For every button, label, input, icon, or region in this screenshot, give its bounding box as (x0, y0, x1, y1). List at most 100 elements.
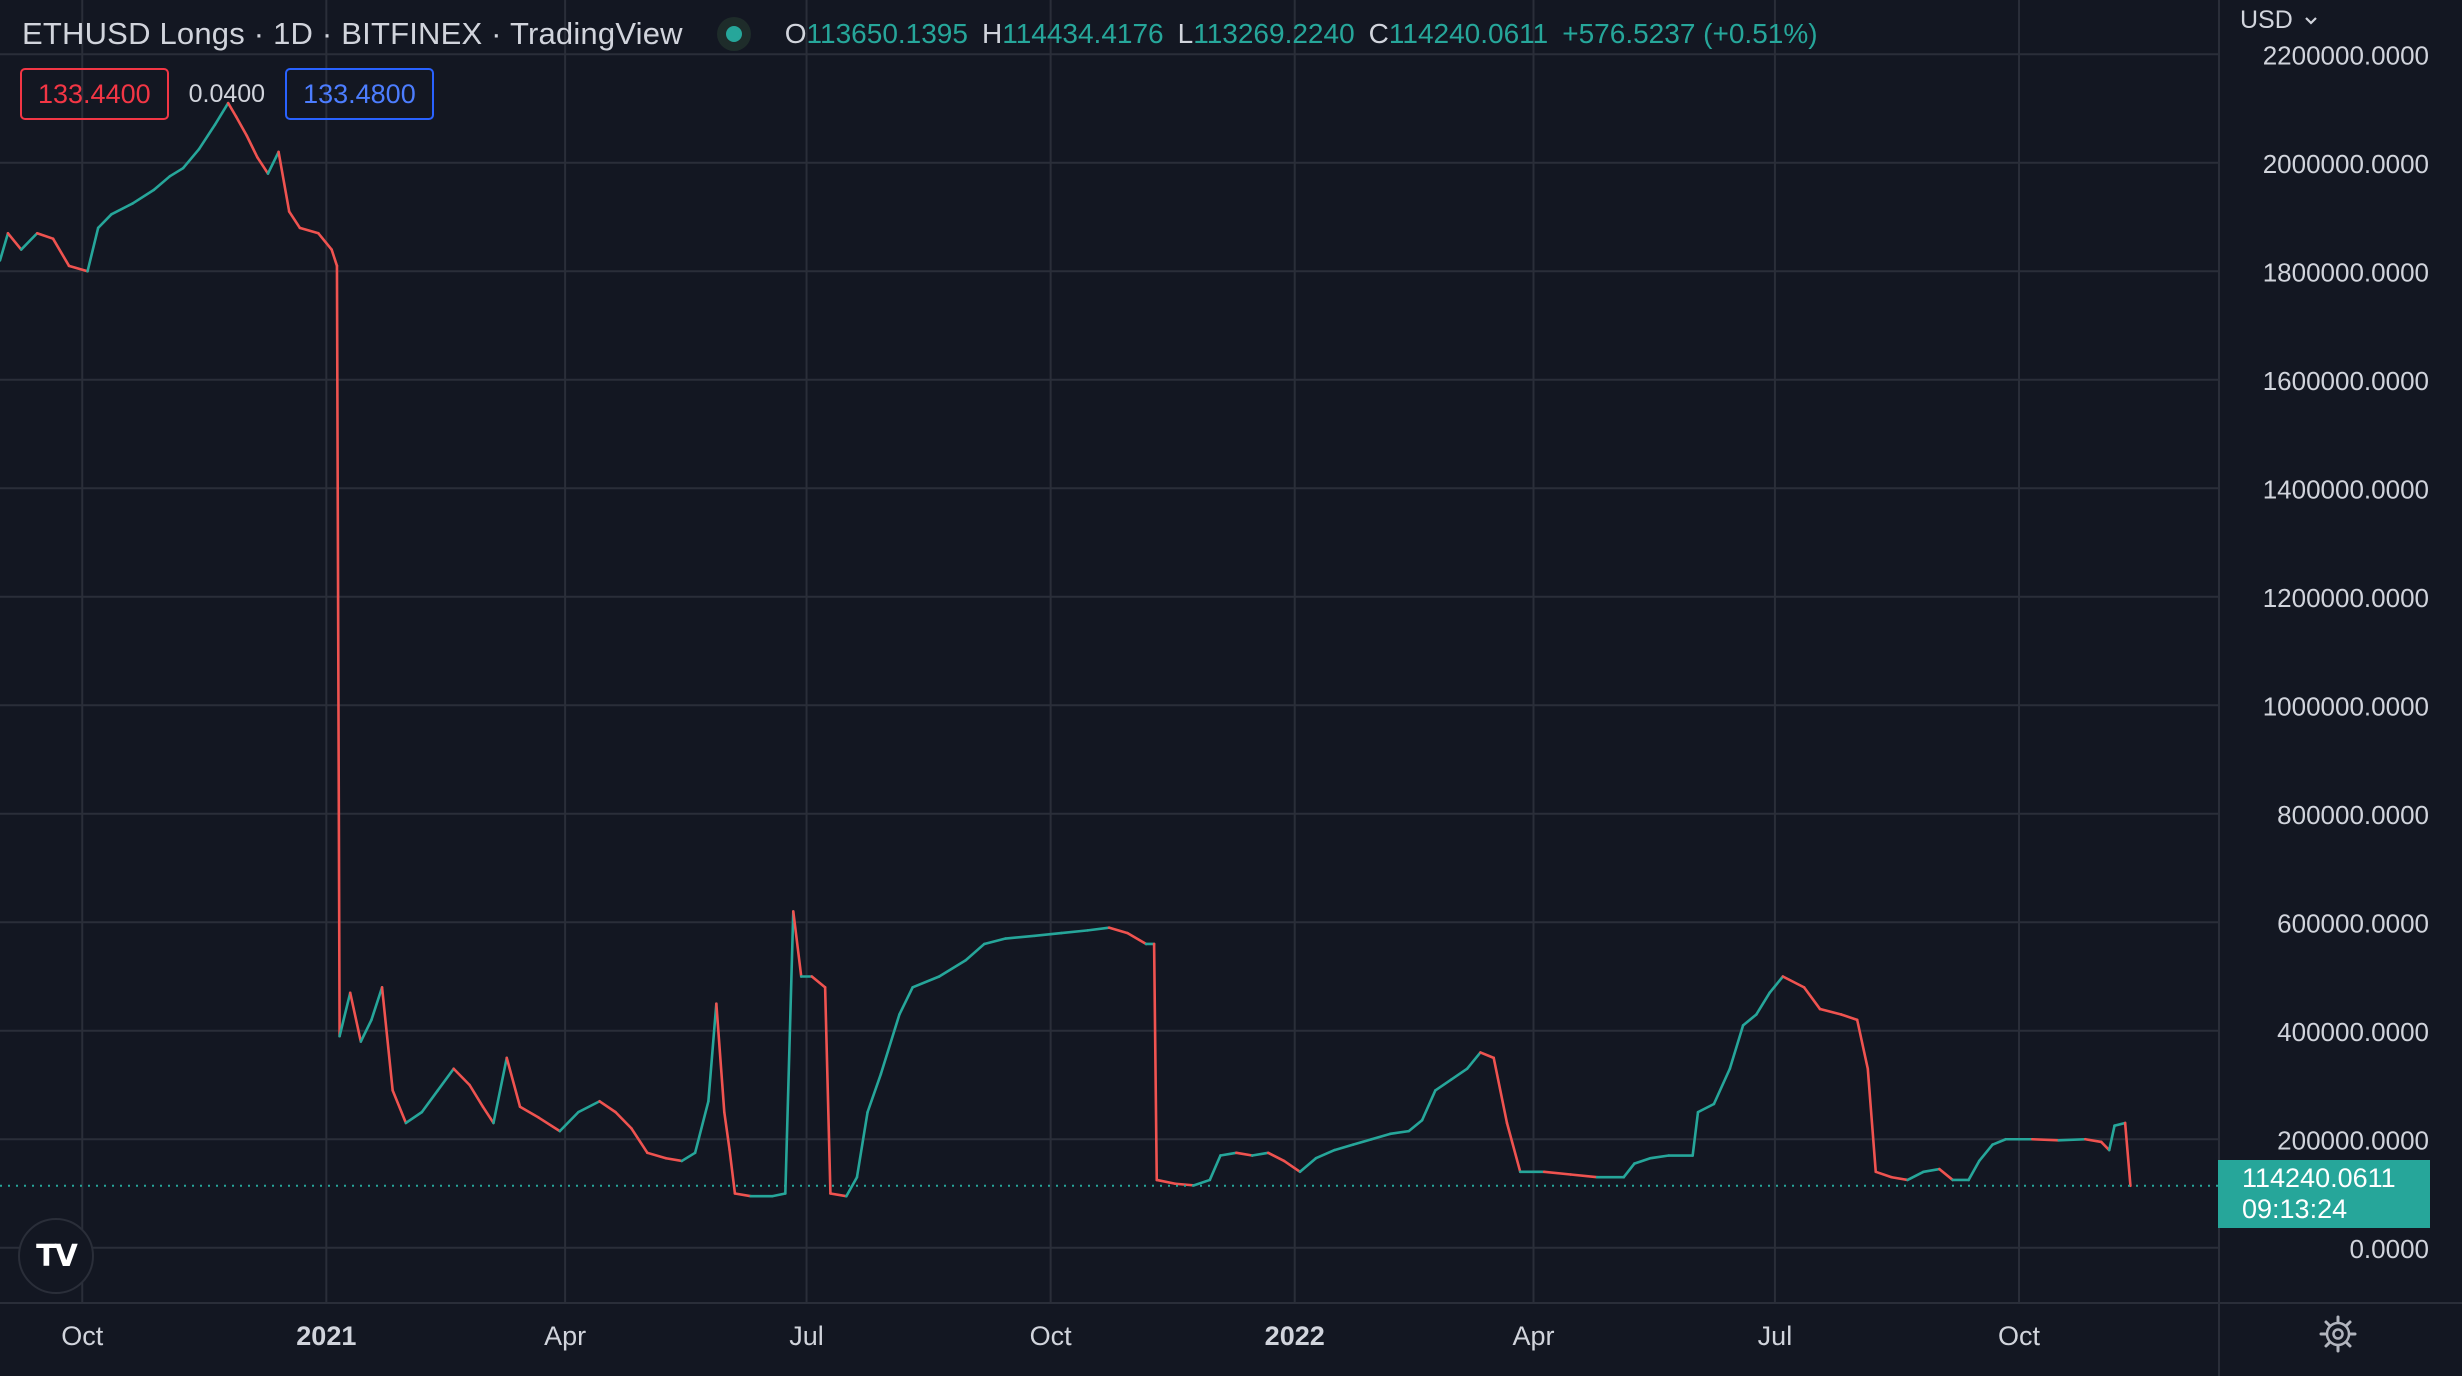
series-segment (1155, 1178, 1177, 1186)
series-segment (879, 1013, 901, 1076)
price-series (0, 101, 2132, 1198)
buy-price-button[interactable]: 133.4800 (285, 68, 434, 120)
series-segment (558, 1110, 580, 1133)
series-segment (728, 1148, 737, 1195)
y-tick-label: 1400000.0000 (2263, 474, 2429, 504)
series-segment (722, 1110, 731, 1152)
series-segment (1479, 1051, 1496, 1060)
series-segment (168, 166, 185, 178)
series-segment (1991, 1137, 2008, 1146)
low-label: L (1177, 18, 1194, 49)
series-segment (693, 1099, 710, 1155)
series-segment (1351, 1137, 1373, 1146)
last-price-label: 114240.0611 09:13:24 (2218, 1160, 2430, 1228)
series-segment (855, 1110, 869, 1179)
series-segment (1542, 1170, 1572, 1176)
currency-selector[interactable]: USD (2240, 6, 2318, 35)
series-segment (1691, 1110, 1700, 1157)
sell-price-button[interactable]: 133.4400 (20, 68, 169, 120)
last-price-value: 114240.0611 (2242, 1163, 2396, 1193)
series-segment (1802, 986, 1822, 1011)
high-value: 114434.4176 (1002, 18, 1164, 49)
series-segment (810, 975, 827, 989)
series-segment (317, 231, 333, 251)
series-segment (266, 150, 280, 175)
series-segment (256, 156, 270, 175)
series-segment (245, 134, 259, 159)
price-axis[interactable]: 0.0000 200000.0000 400000.0000 600000.0000 8… (2263, 40, 2429, 1264)
series-segment (338, 991, 352, 1038)
series-segment (898, 986, 914, 1016)
currency-label: USD (2240, 6, 2293, 34)
series-segment (518, 1105, 540, 1119)
series-segment (51, 237, 71, 268)
symbol-title[interactable]: ETHUSD Longs · 1D · BITFINEX · TradingVi… (22, 16, 683, 51)
series-segment (131, 188, 156, 205)
tradingview-logo-icon[interactable]: TV (18, 1218, 94, 1294)
high-label: H (981, 18, 1003, 49)
y-tick-label: 2000000.0000 (2263, 149, 2429, 179)
series-segment (2107, 1124, 2116, 1152)
x-tick-label: 2021 (296, 1321, 356, 1351)
series-segment (234, 115, 249, 137)
time-axis[interactable]: Oct 2021 Apr Jul Oct 2022 Apr Jul Oct (61, 1321, 2040, 1351)
series-segment (1855, 1018, 1870, 1071)
series-segment (630, 1127, 649, 1155)
y-tick-label: 200000.0000 (2277, 1125, 2429, 1155)
series-segment (404, 1110, 424, 1125)
series-segment (1298, 1156, 1318, 1174)
series-segment (1107, 926, 1129, 935)
series-segment (391, 1089, 408, 1125)
series-segment (1282, 1159, 1302, 1174)
series-segment (420, 1089, 440, 1114)
series-segment (1492, 1056, 1509, 1125)
series-segment (1569, 1173, 1599, 1179)
x-tick-label: Oct (1998, 1321, 2041, 1351)
series-segment (6, 231, 23, 251)
series-segment (213, 101, 230, 127)
series-segment (937, 958, 968, 978)
market-status-dot-icon (716, 17, 751, 51)
series-segment (96, 212, 113, 230)
series-segment (359, 1018, 373, 1043)
series-segment (1818, 1007, 1843, 1016)
series-segment (1712, 1067, 1732, 1106)
series-segment (1086, 926, 1111, 932)
series-segment (1126, 931, 1148, 946)
y-tick-label: 1600000.0000 (2263, 366, 2429, 396)
series-segment (330, 248, 339, 268)
change-value: +576.5237 (+0.51%) (1562, 18, 1818, 49)
series-segment (770, 1192, 787, 1198)
series-segment (1333, 1143, 1355, 1152)
series-segment (1266, 1151, 1286, 1163)
series-segment (1434, 1078, 1453, 1092)
gear-icon[interactable] (2318, 1314, 2358, 1354)
series-segment (1208, 1154, 1222, 1182)
x-tick-label: Jul (789, 1321, 824, 1351)
x-tick-label: Jul (1758, 1321, 1793, 1351)
y-tick-label: 1800000.0000 (2263, 257, 2429, 287)
series-segment (1755, 991, 1771, 1016)
series-segment (110, 202, 134, 216)
series-segment (707, 1002, 718, 1103)
series-segment (1839, 1013, 1859, 1022)
series-segment (964, 942, 986, 962)
series-segment (866, 1072, 883, 1114)
series-segment (152, 175, 172, 192)
open-label: O (784, 18, 807, 49)
series-segment (1696, 1102, 1716, 1114)
series-segment (86, 226, 100, 273)
series-segment (19, 231, 39, 251)
series-segment (2113, 1121, 2127, 1127)
series-segment (577, 1099, 601, 1114)
series-segment (1781, 975, 1806, 989)
series-segment (646, 1151, 668, 1160)
open-value: 113650.1395 (806, 18, 968, 49)
series-segment (829, 1192, 848, 1198)
x-tick-label: Apr (1512, 1321, 1554, 1351)
series-segment (181, 147, 201, 170)
series-segment (1505, 1121, 1522, 1174)
x-tick-label: 2022 (1265, 1321, 1325, 1351)
series-segment (1977, 1143, 1994, 1163)
